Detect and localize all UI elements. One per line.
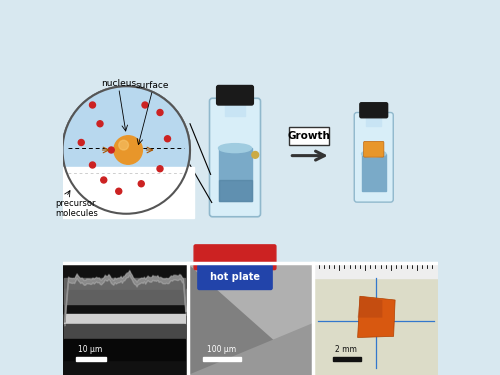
Bar bbox=[62, 264, 188, 375]
Ellipse shape bbox=[362, 150, 386, 157]
Bar bbox=[203, 357, 240, 361]
Text: 2 mm: 2 mm bbox=[336, 345, 357, 354]
Circle shape bbox=[62, 86, 190, 214]
Bar bbox=[59, 167, 194, 218]
Bar bbox=[64, 278, 185, 304]
Circle shape bbox=[142, 102, 148, 108]
Circle shape bbox=[90, 102, 96, 108]
Bar bbox=[314, 264, 438, 375]
Polygon shape bbox=[358, 296, 382, 318]
Bar bbox=[64, 314, 185, 324]
FancyBboxPatch shape bbox=[364, 141, 384, 157]
Circle shape bbox=[108, 147, 114, 153]
Text: surface: surface bbox=[136, 81, 169, 90]
Text: precursor
molecules: precursor molecules bbox=[55, 199, 98, 218]
Circle shape bbox=[157, 110, 163, 116]
Circle shape bbox=[101, 177, 107, 183]
Bar bbox=[218, 148, 252, 201]
Bar bbox=[64, 324, 185, 339]
Polygon shape bbox=[188, 264, 312, 375]
Text: Growth: Growth bbox=[288, 131, 331, 141]
Circle shape bbox=[252, 152, 258, 158]
FancyBboxPatch shape bbox=[289, 127, 329, 145]
Text: 100 μm: 100 μm bbox=[208, 345, 236, 354]
Circle shape bbox=[164, 136, 170, 142]
Text: hot plate: hot plate bbox=[210, 273, 260, 282]
Circle shape bbox=[114, 136, 142, 164]
FancyBboxPatch shape bbox=[194, 245, 276, 270]
Circle shape bbox=[78, 140, 84, 146]
Circle shape bbox=[157, 166, 163, 172]
Bar bbox=[76, 357, 106, 361]
Bar bbox=[188, 264, 312, 375]
Bar bbox=[218, 180, 252, 201]
Bar bbox=[362, 154, 386, 191]
Bar bbox=[314, 264, 438, 278]
Circle shape bbox=[97, 121, 103, 127]
FancyBboxPatch shape bbox=[198, 265, 272, 290]
Circle shape bbox=[90, 162, 96, 168]
Circle shape bbox=[116, 188, 122, 194]
Circle shape bbox=[119, 140, 128, 150]
Circle shape bbox=[138, 181, 144, 187]
Bar bbox=[225, 102, 245, 116]
Circle shape bbox=[62, 86, 190, 214]
FancyBboxPatch shape bbox=[216, 86, 254, 105]
Ellipse shape bbox=[218, 144, 252, 153]
FancyBboxPatch shape bbox=[360, 103, 388, 118]
FancyBboxPatch shape bbox=[354, 112, 393, 202]
Text: 10 μm: 10 μm bbox=[78, 345, 103, 354]
Bar bbox=[64, 339, 185, 360]
Polygon shape bbox=[188, 322, 312, 375]
Bar bbox=[62, 0, 438, 262]
Bar bbox=[366, 115, 382, 126]
Text: nucleus: nucleus bbox=[101, 79, 136, 88]
FancyBboxPatch shape bbox=[210, 98, 260, 217]
Bar bbox=[332, 357, 360, 361]
Polygon shape bbox=[358, 296, 395, 338]
